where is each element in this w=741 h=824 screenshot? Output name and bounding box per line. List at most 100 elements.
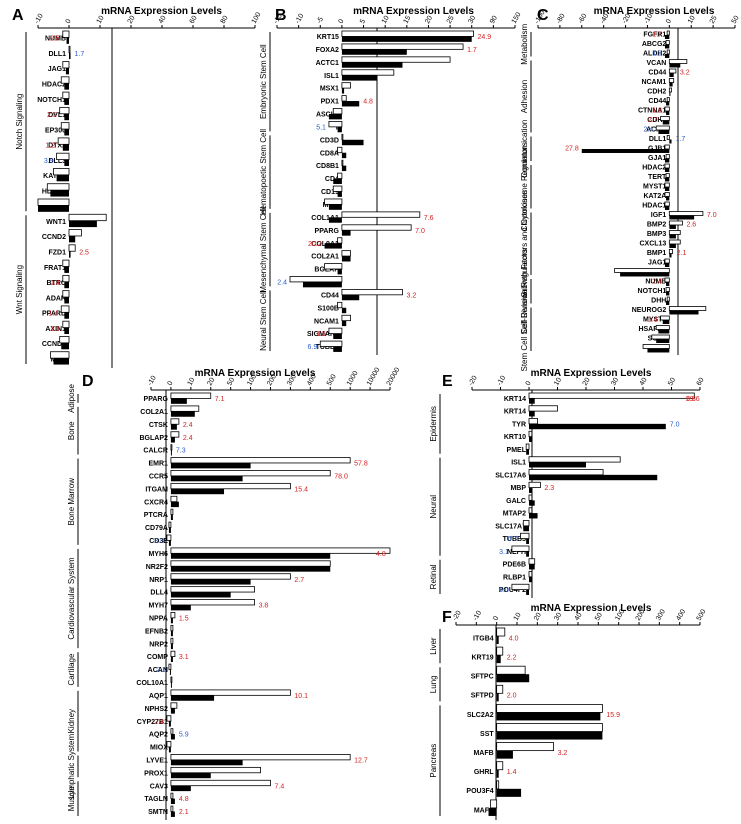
panel-a-bar-open bbox=[57, 137, 70, 145]
panel-f-tick-label: 0 bbox=[492, 615, 500, 622]
panel-d-bar-open bbox=[170, 702, 178, 709]
panel-a-gene-label: PPARD bbox=[42, 311, 66, 318]
panel-b-bar-open bbox=[341, 82, 351, 89]
panel-a-bar-open bbox=[68, 45, 71, 54]
panel-b-gene-label: CD44 bbox=[321, 292, 339, 299]
panel-e-bar-open bbox=[528, 392, 695, 399]
panel-c-bar-filled bbox=[669, 215, 695, 220]
panel-b-tick-label: -10 bbox=[294, 13, 305, 25]
panel-f-bar-filled bbox=[496, 693, 499, 702]
panel-a-gene-label: ADAR bbox=[46, 295, 66, 302]
panel-d-bar-filled bbox=[170, 398, 187, 404]
panel-d-bar-filled bbox=[170, 579, 251, 585]
panel-c-bar-open bbox=[668, 68, 677, 74]
panel-a-gene-label: BTRC bbox=[47, 280, 66, 287]
panel-a-bar-open bbox=[59, 336, 70, 344]
panel-c-bar-open bbox=[665, 40, 670, 45]
panel-c-ratio-label: 3.2 bbox=[680, 70, 690, 77]
panel-d-tick-label: -10 bbox=[147, 375, 158, 387]
panel-d-tick-label: 200 bbox=[266, 373, 278, 387]
panel-c-ratio-label: 2.1 bbox=[677, 250, 687, 257]
panel-e-bar-filled bbox=[529, 513, 538, 519]
panel-f-gene-label: SFTPD bbox=[471, 693, 494, 700]
panel-b-ratio-label: 4.8 bbox=[363, 99, 373, 106]
panel-a-bar-open bbox=[50, 351, 70, 359]
panel-b-bar-open bbox=[289, 276, 343, 283]
panel-f-ratio-label: 15.9 bbox=[606, 712, 620, 719]
panel-a-ratio-label: 2.5 bbox=[47, 112, 57, 119]
panel-a-tick-label: 60 bbox=[189, 15, 199, 25]
panel-c-bar-open bbox=[664, 277, 670, 283]
panel-b-gene-label: T bbox=[335, 124, 340, 131]
panel-d-bar-open bbox=[170, 766, 261, 774]
panel-e-bar-open bbox=[528, 430, 533, 438]
panel-c-bar-open bbox=[668, 220, 683, 226]
panel-b-gene-label: SIGMAR1 bbox=[307, 331, 339, 338]
panel-c-bar-filled bbox=[666, 101, 670, 106]
panel-d-bar-open bbox=[170, 573, 291, 580]
panel-c-ratio-label: 2.6 bbox=[686, 222, 696, 229]
panel-c-bar-open bbox=[655, 125, 670, 131]
panel-d-bar-filled bbox=[170, 643, 173, 650]
panel-c-bar-filled bbox=[662, 319, 670, 324]
panel-d-gene-label: MIOX bbox=[150, 745, 168, 752]
panel-d-gene-label: AQP1 bbox=[149, 693, 168, 700]
panel-d-bar-filled bbox=[170, 695, 215, 701]
panel-d-ratio-label: 10.1 bbox=[294, 693, 308, 700]
panel-b-bar-open bbox=[337, 146, 343, 154]
panel-b-bar-filled bbox=[341, 152, 347, 159]
panel-c-gene-label: NEUROG2 bbox=[632, 307, 667, 314]
panel-d-ratio-label: 3.8 bbox=[259, 603, 269, 610]
panel-f-ratio-label: 4.0 bbox=[509, 635, 519, 642]
panel-a-bar-open bbox=[53, 168, 70, 176]
panel-c-gene-label: MYST2 bbox=[643, 317, 666, 324]
panel-d-bar-filled bbox=[169, 669, 171, 675]
panel-e-bar-filled bbox=[529, 398, 535, 404]
panel-d-tick-label: 20000 bbox=[386, 367, 402, 387]
panel-c-gene-label: JAG1 bbox=[648, 260, 666, 267]
panel-d-ratio-label: 15.4 bbox=[294, 486, 308, 493]
panel-a-bar-open bbox=[46, 183, 70, 191]
panel-a-bar-filled bbox=[38, 205, 69, 212]
panel-f-bar-open bbox=[496, 780, 500, 790]
panel-c-bar-open bbox=[668, 87, 672, 93]
panel-c-gene-label: NOTCH1 bbox=[638, 288, 667, 295]
panel-b-bar-filled bbox=[324, 243, 342, 249]
panel-e-bar-filled bbox=[526, 589, 529, 595]
panel-f-bar-open bbox=[490, 799, 498, 809]
panel-f-tick-label: -20 bbox=[452, 610, 463, 622]
panel-d-bar-filled bbox=[170, 437, 175, 443]
panel-f-tick-label: 20 bbox=[533, 612, 543, 622]
panel-f-bar-open bbox=[496, 723, 603, 732]
panel-c-bar-filled bbox=[664, 34, 670, 39]
panel-d-bar-filled bbox=[170, 708, 175, 714]
panel-c-bar-filled bbox=[669, 139, 672, 144]
panel-c-gene-label: CDH2 bbox=[647, 89, 666, 96]
panel-c-tick-label: 50 bbox=[731, 15, 741, 25]
panel-c-ratio-label: 1.7 bbox=[652, 32, 662, 39]
panel-a-gene-label: EP300 bbox=[45, 127, 66, 134]
panel-d-tick-label: 10 bbox=[187, 377, 197, 387]
panel-b-bar-open bbox=[341, 224, 412, 231]
panel-b-tick-label: 10 bbox=[381, 15, 391, 25]
panel-b-ratio-label: 7.6 bbox=[424, 215, 434, 222]
panel-b-ratio-label: 3.2 bbox=[406, 292, 416, 299]
panel-d-bar-open bbox=[170, 470, 331, 477]
panel-e-bar-open bbox=[528, 571, 533, 578]
panel-c-bar-open bbox=[664, 106, 670, 112]
panel-d-ratio-label: 2.4 bbox=[183, 435, 193, 442]
panel-a-tick-label: 80 bbox=[220, 15, 230, 25]
panel-e-gene-label: MBP bbox=[510, 485, 526, 492]
panel-f-tick-label: 400 bbox=[675, 608, 687, 622]
panel-c-gene-label: CD44 bbox=[648, 70, 666, 77]
panel-e-ratio-label: 3.1 bbox=[499, 549, 509, 556]
panel-e-gene-label: SLC17A6 bbox=[495, 472, 526, 479]
panel-e-bar-filled bbox=[529, 411, 535, 417]
panel-d-ratio-label: 4.8 bbox=[376, 551, 386, 558]
panel-d-bar-open bbox=[170, 405, 200, 412]
panel-e-tick-label: -20 bbox=[468, 375, 479, 387]
panel-f-bar-open bbox=[496, 684, 504, 694]
panel-e-group-label: Retinal bbox=[429, 564, 438, 589]
panel-d-gene-label: ACAN bbox=[148, 667, 168, 674]
panel-b-bar-filled bbox=[341, 101, 360, 107]
